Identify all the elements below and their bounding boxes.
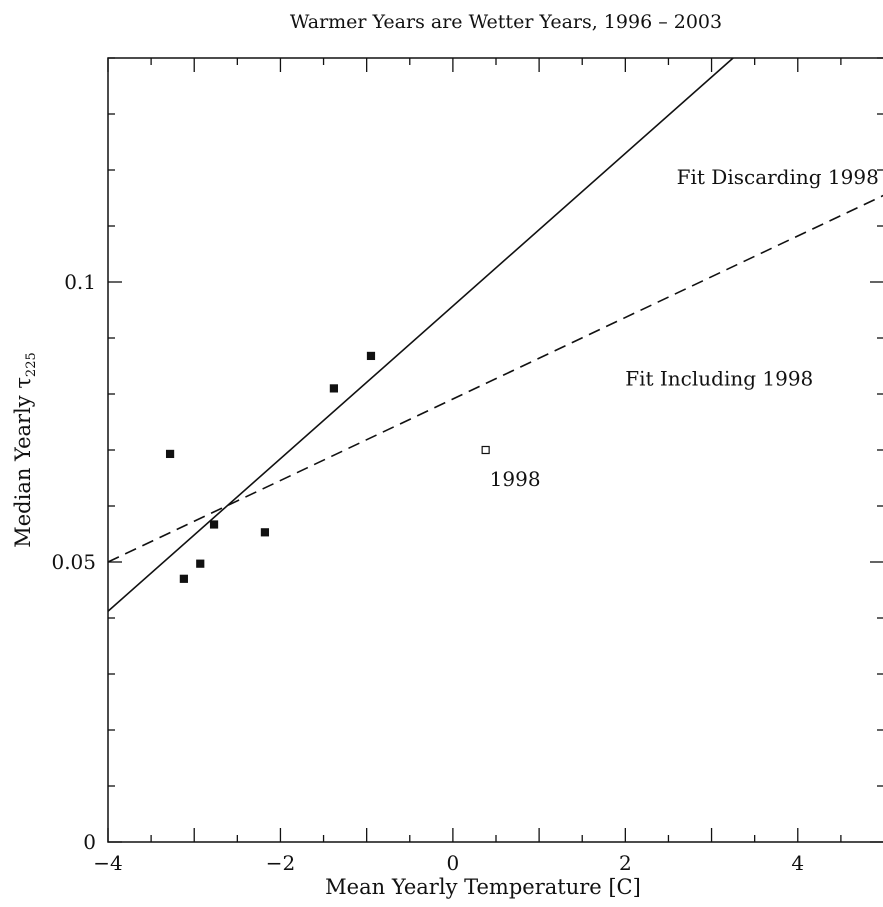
data-points bbox=[165, 351, 490, 583]
x-tick-label: −4 bbox=[93, 851, 122, 875]
data-point bbox=[165, 449, 175, 459]
y-axis-label-text: Median Yearly τ bbox=[11, 377, 35, 548]
fit-label: Fit Including 1998 bbox=[625, 367, 813, 391]
y-tick-label: 0 bbox=[83, 830, 96, 854]
fit-lines bbox=[107, 57, 883, 612]
x-axis-label: Mean Yearly Temperature [C] bbox=[325, 875, 641, 899]
data-point bbox=[209, 520, 219, 529]
x-tick-label: 0 bbox=[447, 851, 460, 875]
fit-label: Fit Discarding 1998 bbox=[677, 165, 879, 189]
data-point bbox=[179, 574, 188, 583]
x-tick-label: 2 bbox=[619, 851, 632, 875]
fit-line-discarding-1998 bbox=[107, 57, 734, 612]
axes: −4 −2 0 2 4 0 0.05 0.1 bbox=[51, 57, 883, 875]
chart-title: Warmer Years are Wetter Years, 1996 – 20… bbox=[290, 11, 722, 33]
y-tick-label: 0.1 bbox=[64, 270, 96, 294]
point-label-1998: 1998 bbox=[490, 467, 541, 491]
data-point bbox=[366, 351, 376, 361]
fit-line-including-1998 bbox=[107, 194, 883, 563]
data-point bbox=[329, 384, 339, 393]
y-axis-label: Median Yearly τ225 bbox=[11, 352, 39, 548]
x-tick-label: −2 bbox=[266, 851, 295, 875]
x-tick-label: 4 bbox=[791, 851, 804, 875]
annotations: Fit Discarding 1998 Fit Including 1998 199… bbox=[490, 165, 879, 491]
data-point bbox=[260, 528, 270, 537]
y-tick-label: 0.05 bbox=[51, 550, 96, 574]
data-point-1998-open bbox=[481, 445, 490, 455]
y-axis-label-subscript: 225 bbox=[24, 352, 39, 377]
data-point bbox=[196, 559, 205, 568]
